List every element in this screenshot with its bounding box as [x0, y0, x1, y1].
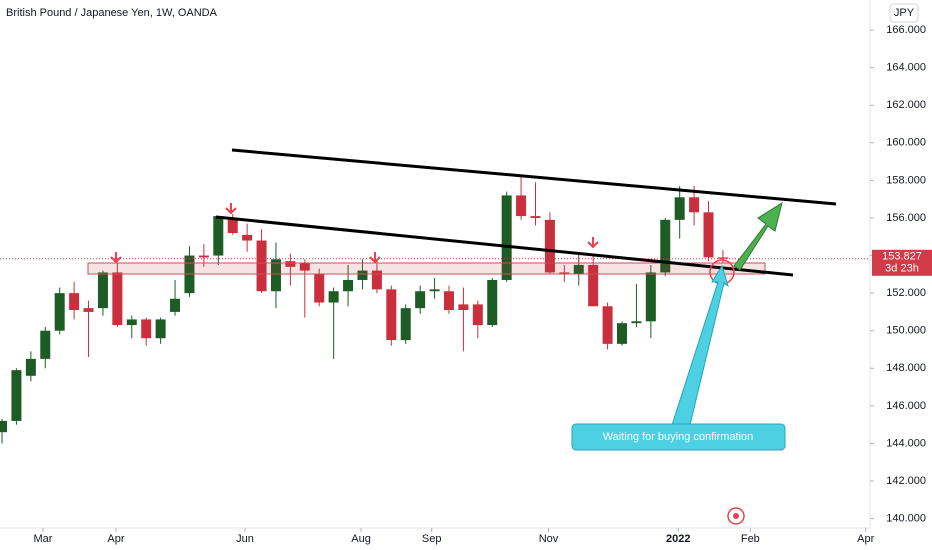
down-arrows [110, 203, 599, 264]
y-tick-label: 148.000 [886, 362, 926, 374]
candle-body [602, 306, 613, 344]
candle-body [40, 330, 51, 359]
candle-body [717, 257, 728, 259]
candle-body [487, 279, 498, 326]
x-tick-label: Nov [539, 533, 559, 545]
candle-body [573, 264, 584, 275]
candle-body [660, 219, 671, 273]
candle-body [617, 323, 628, 344]
chart-title: British Pound / Japanese Yen, 1W, OANDA [6, 7, 218, 19]
candle-body [97, 272, 108, 309]
candle-body [357, 270, 368, 280]
candle-body [400, 308, 411, 341]
candle-body [631, 321, 642, 324]
candle-body [314, 274, 325, 303]
candle-body [170, 298, 181, 312]
candle-body [54, 293, 65, 331]
candle-body [472, 304, 483, 326]
candle-body [415, 291, 426, 309]
x-tick-label: Apr [107, 533, 124, 545]
candle-body [0, 420, 8, 433]
candle-body [285, 261, 296, 267]
green-arrow [733, 201, 783, 271]
x-tick-label: Jun [236, 533, 254, 545]
candle-body [112, 272, 123, 326]
candle-body [299, 263, 310, 271]
support-zone [87, 262, 766, 275]
candle-body [126, 319, 137, 326]
y-tick-label: 150.000 [886, 325, 926, 337]
candle-body [645, 272, 656, 322]
annotation-box [571, 423, 786, 451]
callout-pointer [671, 264, 729, 426]
candle-body [11, 370, 22, 421]
candle-body [256, 240, 267, 292]
last-price-label: 153.827 [882, 251, 922, 263]
y-tick-label: 158.000 [886, 174, 926, 186]
y-tick-label: 164.000 [886, 62, 926, 74]
x-tick-label: Feb [741, 533, 760, 545]
y-tick-label: 162.000 [886, 99, 926, 111]
x-tick-label: Aug [351, 533, 371, 545]
candle-body [343, 279, 354, 292]
y-tick-label: 166.000 [886, 24, 926, 36]
candle-body [443, 291, 454, 311]
candle-body [371, 270, 382, 290]
candle-body [458, 304, 469, 311]
x-tick-label: Apr [857, 533, 874, 545]
y-tick-label: 160.000 [886, 137, 926, 149]
trend-line [231, 148, 837, 206]
candle-body [588, 264, 599, 307]
currency-box[interactable] [889, 3, 919, 23]
candle-body [227, 217, 238, 233]
x-tick-label: Sep [422, 533, 442, 545]
candle-body [386, 289, 397, 341]
candle-body [213, 216, 224, 256]
last-price-box [872, 249, 932, 276]
y-tick-label: 152.000 [886, 287, 926, 299]
x-tick-label: 2022 [666, 533, 690, 545]
countdown: 3d 23h [885, 263, 919, 275]
candle-body [141, 319, 152, 339]
candle-body [270, 259, 281, 292]
candle-body [242, 234, 253, 241]
candle-body [516, 195, 527, 217]
y-tick-label: 142.000 [886, 475, 926, 487]
currency[interactable]: JPY [894, 7, 915, 19]
candle-body [25, 358, 36, 376]
candle-body [501, 195, 512, 280]
candle-body [328, 291, 339, 303]
candle-body [674, 197, 685, 220]
candle-body [544, 219, 555, 273]
candle-body [198, 255, 209, 258]
candle-body [69, 293, 80, 311]
candle-body [703, 212, 714, 258]
event-icon-dot[interactable] [733, 513, 739, 519]
candle-body [83, 308, 94, 312]
y-tick-label: 146.000 [886, 400, 926, 412]
y-tick-label: 144.000 [886, 437, 926, 449]
y-tick-label: 156.000 [886, 212, 926, 224]
y-tick-label: 140.000 [886, 513, 926, 525]
candle-body [530, 216, 541, 218]
candle-body [429, 289, 440, 292]
annotation: Waiting for buying confirmation [603, 431, 754, 443]
candle-body [559, 272, 570, 275]
trend-line [215, 215, 794, 277]
candle-body [689, 197, 700, 213]
candle-body [155, 319, 166, 339]
x-tick-label: Mar [33, 533, 52, 545]
